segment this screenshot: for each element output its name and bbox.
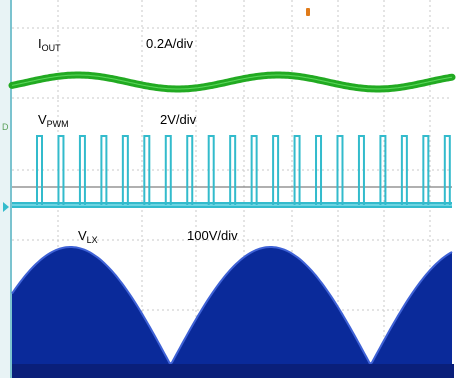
iout-scale: 0.2A/div	[146, 36, 193, 51]
pwm-pulse	[36, 135, 43, 205]
pwm-pulse	[293, 135, 301, 205]
iout-label: IOUT	[38, 36, 61, 53]
vlx-envelope	[12, 247, 452, 366]
pwm-pulse	[379, 135, 387, 205]
vlx-scale: 100V/div	[187, 228, 238, 243]
iout-trace-core	[11, 74, 453, 90]
pwm-pulse	[78, 135, 86, 205]
pwm-pulse	[164, 135, 172, 205]
pwm-pulse	[443, 135, 451, 205]
ch-marker-arrow	[3, 202, 9, 212]
pwm-pulse	[143, 135, 151, 205]
pwm-scale: 2V/div	[160, 112, 197, 127]
pwm-pulse	[336, 135, 344, 205]
left-axis-strip	[0, 0, 12, 378]
pwm-pulse	[57, 135, 65, 205]
vlx-envelope-edge	[11, 246, 453, 366]
pwm-pulse	[121, 135, 129, 205]
pwm-pulse	[250, 135, 258, 205]
pwm-pulse-group	[36, 135, 451, 205]
ch-marker-pwm: D	[2, 122, 9, 132]
pwm-pulse	[229, 135, 237, 205]
pwm-pulse	[100, 135, 108, 205]
pwm-pulse	[272, 135, 280, 205]
pwm-pulse	[315, 135, 323, 205]
pwm-label: VPWM	[38, 112, 69, 129]
vlx-label: VLX	[78, 228, 98, 245]
pwm-pulse	[400, 135, 408, 205]
pwm-pulse	[207, 135, 215, 205]
pwm-pulse	[357, 135, 365, 205]
vlx-bottom-band	[12, 364, 454, 378]
trigger-marker	[306, 8, 310, 16]
pwm-pulse	[186, 135, 194, 205]
pwm-pulse	[422, 135, 430, 205]
